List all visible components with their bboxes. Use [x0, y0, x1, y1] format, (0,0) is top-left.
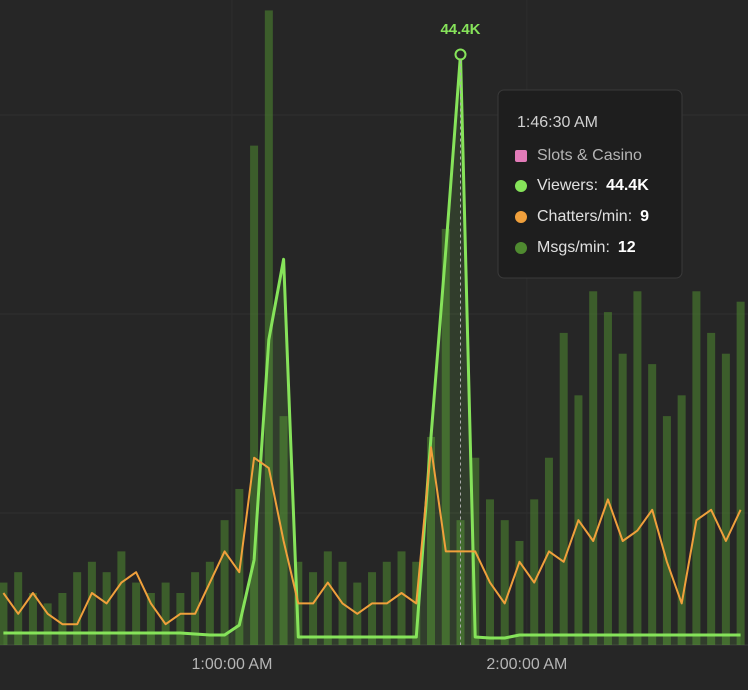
bar [132, 582, 141, 645]
line [2, 446, 742, 626]
tooltip-swatch [515, 211, 527, 223]
tooltip-box [497, 89, 683, 279]
bar [14, 572, 23, 645]
tooltip-category-swatch [515, 150, 527, 162]
bar [707, 332, 716, 645]
tooltip-time: 1:46:30 AM [517, 114, 598, 131]
bar [603, 312, 612, 645]
bar [662, 416, 671, 645]
bar [205, 561, 214, 645]
bar [191, 572, 200, 645]
bar [161, 582, 170, 645]
bar [441, 228, 450, 645]
bar [692, 291, 701, 645]
tooltip: 1:46:30 AM Slots & Casino Viewers: 44.4K Cha… [497, 89, 683, 279]
bar [721, 353, 730, 645]
bar [618, 353, 627, 645]
bar [515, 540, 524, 645]
bar [102, 572, 111, 645]
bar [279, 416, 288, 645]
bar [397, 551, 406, 645]
x-tick-label: 2:00:00 AM [486, 656, 567, 673]
tooltip-swatch [515, 180, 527, 192]
bar [264, 10, 273, 646]
hover-point [454, 48, 467, 61]
line [3, 53, 741, 640]
bar [250, 145, 259, 646]
bar [117, 551, 126, 645]
bar [73, 572, 82, 645]
bar [58, 592, 67, 645]
tooltip-label: Chatters/min: [537, 208, 632, 225]
tooltip-value: 9 [640, 208, 649, 225]
tooltip-label: Msgs/min: [537, 239, 610, 256]
bar [309, 572, 318, 645]
bar [28, 592, 37, 645]
bar [633, 291, 642, 645]
tooltip-swatch [515, 242, 527, 254]
tooltip-value: 12 [618, 239, 636, 256]
annotation: 44.4K [440, 21, 480, 38]
bar [736, 301, 745, 645]
bar [220, 520, 229, 645]
bar [485, 499, 494, 645]
bar [87, 561, 96, 645]
tooltip-category: Slots & Casino [537, 147, 642, 164]
bar [43, 603, 52, 645]
bar [427, 436, 436, 645]
bar [559, 332, 568, 645]
bar [323, 551, 332, 645]
x-tick-label: 1:00:00 AM [191, 656, 272, 673]
bar [500, 520, 509, 645]
bar [589, 291, 598, 645]
bar [530, 499, 539, 645]
bar [176, 592, 185, 645]
tooltip-label: Viewers: [537, 177, 598, 194]
bar [146, 592, 155, 645]
bar [677, 395, 686, 645]
bar [648, 364, 657, 645]
bar [0, 582, 8, 645]
tooltip-value: 44.4K [606, 177, 649, 194]
bar [368, 572, 377, 645]
